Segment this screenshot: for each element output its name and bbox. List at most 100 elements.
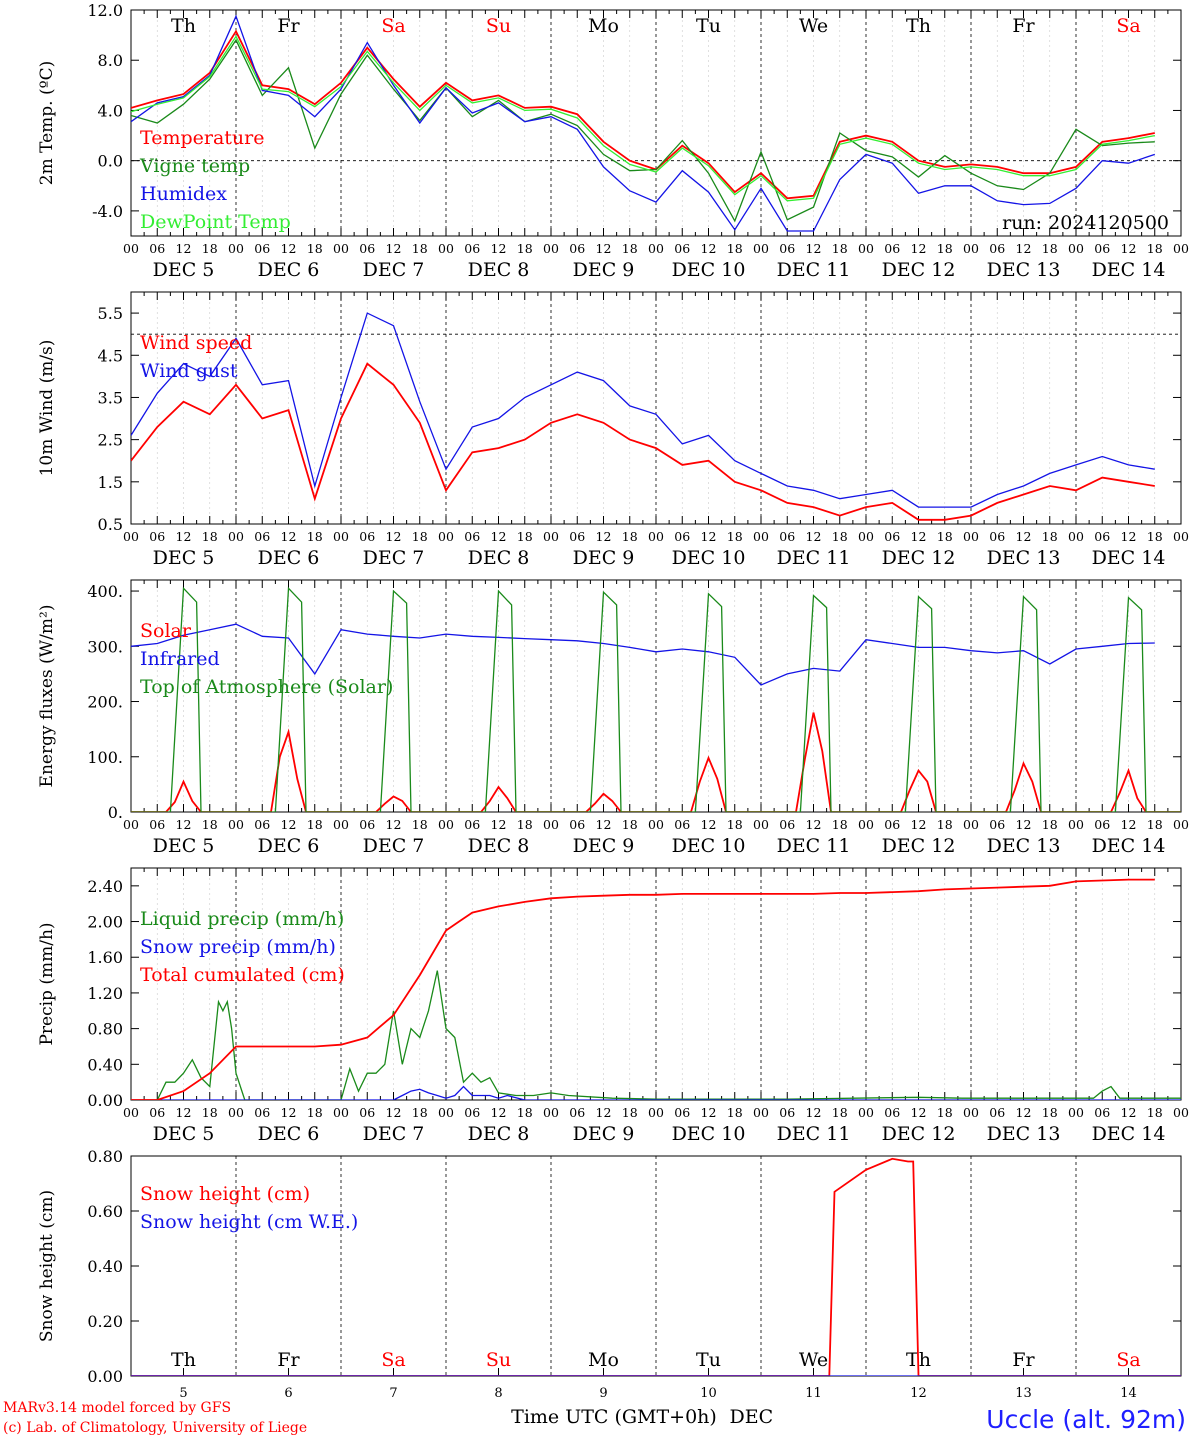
x-hour-label: 06 (254, 817, 270, 832)
weekday-label: Th (906, 15, 931, 37)
x-hour-label: 06 (674, 529, 690, 544)
x-day-number: 12 (910, 1386, 927, 1401)
x-date-label: DEC 10 (672, 835, 746, 857)
x-hour-label: 12 (386, 241, 402, 256)
x-hour-label: 00 (648, 1105, 664, 1120)
y-tick-label: 0.0 (98, 152, 123, 171)
weekday-label: Tu (696, 1349, 721, 1371)
x-hour-label: 12 (386, 1105, 402, 1120)
x-hour-label: 00 (1068, 1105, 1084, 1120)
x-date-label: DEC 6 (258, 259, 320, 281)
y-tick-label: 0.20 (87, 1312, 123, 1331)
series-line-snow-height-cm (131, 1157, 1181, 1376)
x-date-label: DEC 8 (468, 835, 530, 857)
x-day-number: 5 (179, 1386, 187, 1401)
weekday-label: Fr (277, 15, 300, 37)
x-hour-label: 18 (937, 1105, 953, 1120)
x-hour-label: 18 (307, 817, 323, 832)
x-hour-label: 12 (491, 241, 507, 256)
x-hour-label: 06 (569, 241, 585, 256)
series-line-total-cumulated-cm (131, 878, 1155, 1100)
x-hour-label: 06 (989, 817, 1005, 832)
x-hour-label: 12 (176, 529, 192, 544)
y-tick-label: 1.5 (98, 473, 123, 492)
panel-4: 2.40 2.00 1.60 1.20 0.80 0.40 0.00 Precip (mm/h… (37, 867, 1189, 1145)
x-hour-label: 06 (149, 817, 165, 832)
x-day-number: 6 (284, 1386, 292, 1401)
x-hour-label: 00 (333, 529, 349, 544)
weekday-label: We (799, 1349, 828, 1371)
x-hour-label: 06 (359, 817, 375, 832)
x-hour-label: 12 (281, 817, 297, 832)
lab-credit-line: (c) Lab. of Climatology, University of L… (3, 1420, 308, 1436)
x-hour-label: 06 (254, 241, 270, 256)
x-hour-label: 06 (779, 817, 795, 832)
x-hour-label: 12 (1121, 817, 1137, 832)
x-hour-label: 06 (884, 1105, 900, 1120)
x-hour-label: 18 (202, 529, 218, 544)
y-axis-label: 10m Wind (m/s) (37, 340, 57, 477)
x-hour-label: 12 (701, 529, 717, 544)
x-hour-label: 00 (228, 1105, 244, 1120)
x-hour-label: 00 (648, 817, 664, 832)
series-line-liquid-precip-mm-h (131, 970, 1181, 1100)
x-date-label: DEC 13 (987, 259, 1061, 281)
legend-entry: Vigne temp (139, 155, 250, 177)
x-hour-label: 12 (386, 817, 402, 832)
x-hour-label: 12 (176, 1105, 192, 1120)
x-hour-label: 00 (228, 529, 244, 544)
x-hour-label: 18 (727, 529, 743, 544)
x-hour-label: 00 (438, 817, 454, 832)
x-date-label: DEC 14 (1092, 547, 1166, 569)
x-hour-label: 00 (123, 241, 139, 256)
x-hour-label: 00 (753, 817, 769, 832)
y-tick-label: 200. (87, 693, 123, 712)
x-hour-label: 12 (176, 241, 192, 256)
x-hour-label: 06 (359, 529, 375, 544)
x-hour-label: 18 (727, 1105, 743, 1120)
x-date-label: DEC 8 (468, 259, 530, 281)
y-tick-label: 0.5 (98, 515, 123, 534)
x-date-label: DEC 8 (468, 1123, 530, 1145)
x-hour-label: 18 (517, 529, 533, 544)
weekday-label: Su (486, 15, 511, 37)
y-axis-label: Energy fluxes (W/m²) (37, 605, 57, 788)
x-hour-label: 12 (911, 817, 927, 832)
weekday-label: Tu (696, 15, 721, 37)
y-tick-label: -4.0 (92, 202, 123, 221)
x-hour-label: 00 (753, 1105, 769, 1120)
x-hour-label: 12 (701, 241, 717, 256)
x-hour-label: 12 (596, 817, 612, 832)
y-tick-label: 400. (87, 582, 123, 601)
series-line-snow-precip-mm-h (131, 1085, 1181, 1100)
legend-entry: DewPoint Temp (140, 211, 291, 233)
x-date-label: DEC 10 (672, 1123, 746, 1145)
x-date-label: DEC 10 (672, 547, 746, 569)
y-tick-label: 0.80 (87, 1020, 123, 1039)
x-hour-label: 00 (858, 241, 874, 256)
x-hour-label: 00 (753, 241, 769, 256)
run-label: run: 2024120500 (1002, 212, 1169, 234)
x-hour-label: 00 (123, 529, 139, 544)
weekday-label: Th (171, 1349, 196, 1371)
x-hour-label: 00 (858, 1105, 874, 1120)
x-hour-label: 18 (1042, 241, 1058, 256)
x-hour-label: 18 (937, 817, 953, 832)
x-hour-label: 06 (254, 529, 270, 544)
x-day-number: 8 (494, 1386, 502, 1401)
x-hour-label: 06 (674, 1105, 690, 1120)
x-hour-label: 12 (806, 529, 822, 544)
y-tick-label: 2.40 (87, 877, 123, 896)
x-date-label: DEC 5 (153, 547, 215, 569)
x-hour-label: 06 (989, 1105, 1005, 1120)
x-date-label: DEC 11 (777, 1123, 851, 1145)
y-tick-label: 0.40 (87, 1257, 123, 1276)
weekday-label: Sa (381, 15, 405, 37)
x-hour-label: 06 (989, 529, 1005, 544)
weekday-label: Sa (1116, 15, 1140, 37)
x-hour-label: 18 (622, 817, 638, 832)
x-hour-label: 06 (464, 529, 480, 544)
y-tick-label: 8.0 (98, 51, 123, 70)
weekday-label: Sa (1116, 1349, 1140, 1371)
x-date-label: DEC 7 (363, 835, 425, 857)
